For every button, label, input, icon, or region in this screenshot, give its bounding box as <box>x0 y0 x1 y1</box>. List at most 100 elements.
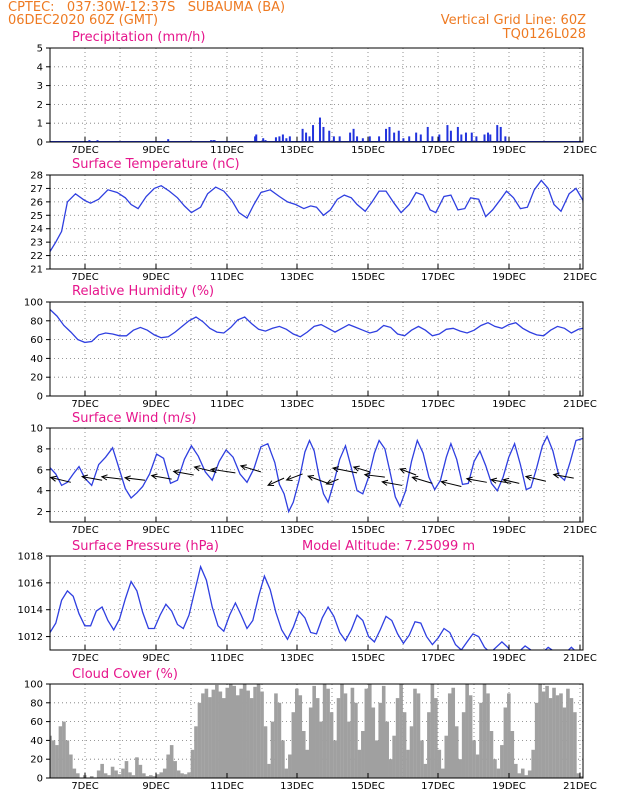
cloud-bar <box>128 772 132 778</box>
model-altitude-label: Model Altitude: 7.25099 m <box>302 539 475 554</box>
cloud-bar <box>281 740 285 778</box>
cloud-bar <box>103 773 108 778</box>
wind-frame <box>49 427 584 523</box>
cloud-bar <box>208 697 212 778</box>
cloud-bar <box>524 775 529 778</box>
precip-bar <box>496 125 499 142</box>
xtick-label: 19DEC <box>492 145 526 156</box>
cloud-bar <box>135 757 139 778</box>
cloud-bar <box>413 688 417 778</box>
xtick-label: 17DEC <box>421 653 455 664</box>
xtick-label: 7DEC <box>71 272 98 283</box>
cloud-bar <box>232 685 237 778</box>
cloud-bar <box>503 707 508 778</box>
cloud-bar <box>263 726 268 778</box>
cloud-bar <box>326 688 330 778</box>
cloud-bar <box>155 774 160 778</box>
header-model: TQ0126L028 <box>502 27 586 42</box>
cloud-bar <box>176 770 181 778</box>
wind-marks <box>50 434 583 514</box>
ytick-label: 2 <box>37 507 43 518</box>
cloud-bar <box>507 693 511 778</box>
xtick-label: 7DEC <box>71 399 98 410</box>
cloud-bar <box>58 726 63 778</box>
ytick-label: 23 <box>30 238 43 249</box>
precip-bar <box>470 132 473 142</box>
xtick-label: 9DEC <box>142 272 169 283</box>
header-datetime: 06DEC2020 60Z (GMT) <box>8 13 159 28</box>
precip-bar <box>483 134 486 142</box>
precip-bar <box>456 126 459 142</box>
precip-bar <box>464 132 467 142</box>
cloud-bar <box>381 685 386 778</box>
xtick-label: 13DEC <box>280 781 314 792</box>
precip-panel: 0 1 2 3 4 5 7DEC 9DEC 11DEC 13DEC 15DEC 17DEC 19DEC 2… <box>37 30 597 156</box>
cloud-bar <box>152 776 157 778</box>
cloud-bar <box>416 693 421 778</box>
cloud-bar <box>256 684 261 778</box>
precip-bar <box>167 139 170 142</box>
cloud-bar <box>107 775 111 778</box>
wind-arrow <box>50 475 71 483</box>
cloud-bar <box>145 776 150 778</box>
cloud-bar <box>333 740 337 778</box>
ytick-label: 1016 <box>18 578 43 589</box>
xtick-label: 21DEC <box>563 399 597 410</box>
cloud-bar <box>260 691 264 778</box>
cloud-bar <box>239 688 243 778</box>
precip-bar <box>301 128 304 142</box>
ytick-label: 8 <box>37 444 43 455</box>
xtick-label: 11DEC <box>210 525 244 536</box>
cloud-bar <box>267 763 271 778</box>
ytick-label: 80 <box>30 316 43 327</box>
wind-arrow <box>81 474 103 481</box>
precip-bar <box>254 136 257 142</box>
precip-bar <box>431 136 434 142</box>
precip-bar <box>262 138 265 142</box>
cloud-bar <box>65 740 70 778</box>
cloud-bar <box>295 688 299 778</box>
wind-title: Surface Wind (m/s) <box>72 411 196 426</box>
precip-bar <box>460 134 463 142</box>
cloud-bar <box>576 773 581 778</box>
cloud-bar <box>378 702 383 778</box>
cloud-bar <box>555 695 560 778</box>
cloud-bar <box>465 684 469 778</box>
cloud-marks <box>50 684 583 778</box>
cloud-bar <box>447 693 452 778</box>
cloud-bar <box>50 735 52 778</box>
cloud-bar <box>270 721 275 778</box>
cloud-bar <box>62 721 66 778</box>
rh-title: Relative Humidity (%) <box>72 284 214 299</box>
xtick-label: 15DEC <box>351 525 385 536</box>
ytick-label: 4 <box>37 62 43 73</box>
ytick-label: 60 <box>30 335 43 346</box>
ytick-label: 25 <box>30 211 43 222</box>
cloud-bar <box>517 773 522 778</box>
cloud-bar <box>277 702 282 778</box>
ytick-label: 2 <box>37 100 43 111</box>
wind-arrow <box>352 465 370 473</box>
press-marks <box>50 564 576 650</box>
cloud-bar <box>388 759 393 778</box>
rh-frame <box>49 301 584 397</box>
wind-arrow <box>267 477 285 486</box>
precip-title: Precipitation (mm/h) <box>72 30 205 45</box>
cloud-bar <box>374 740 379 778</box>
cloud-bar <box>218 691 223 778</box>
cloud-bar <box>215 684 219 778</box>
xtick-label: 17DEC <box>421 145 455 156</box>
cloud-bar <box>340 684 344 778</box>
precip-bar <box>356 136 359 142</box>
precip-bar <box>475 136 478 142</box>
precip-marks <box>50 117 583 142</box>
wind-arrow <box>502 477 520 484</box>
cloud-bar <box>180 773 184 778</box>
ytick-label: 0 <box>37 138 43 149</box>
cloud-bar <box>468 695 473 778</box>
cloud-bar <box>562 707 567 778</box>
xtick-label: 13DEC <box>280 399 314 410</box>
cloud-bar <box>538 684 542 778</box>
cloud-bar <box>204 688 209 778</box>
